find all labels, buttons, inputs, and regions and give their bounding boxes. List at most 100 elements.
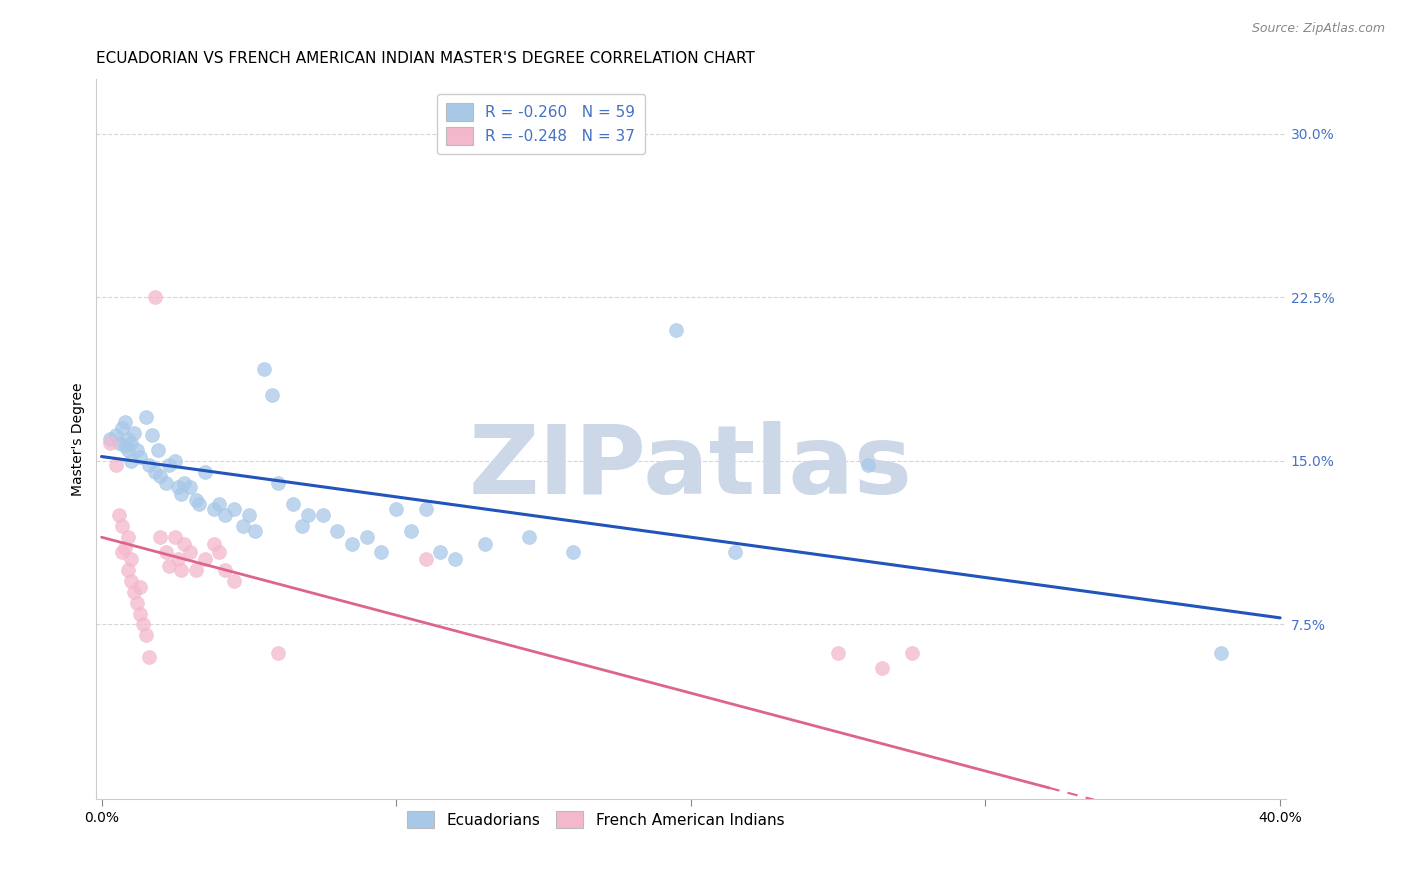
Point: [138, 650, 160, 665]
Point: [415, 501, 437, 516]
Point: [132, 617, 155, 632]
Point: [105, 427, 128, 442]
Point: [399, 524, 422, 538]
Point: [128, 607, 150, 621]
Point: [111, 545, 134, 559]
Point: [157, 558, 180, 573]
Point: [111, 421, 134, 435]
Point: [135, 410, 157, 425]
Point: [114, 415, 136, 429]
Point: [165, 454, 187, 468]
Point: [128, 450, 150, 464]
Point: [901, 646, 924, 660]
Point: [356, 530, 378, 544]
Point: [135, 628, 157, 642]
Point: [243, 524, 266, 538]
Point: [155, 475, 177, 490]
Point: [117, 530, 139, 544]
Point: [170, 486, 193, 500]
Point: [149, 469, 172, 483]
Point: [141, 427, 163, 442]
Text: ECUADORIAN VS FRENCH AMERICAN INDIAN MASTER'S DEGREE CORRELATION CHART: ECUADORIAN VS FRENCH AMERICAN INDIAN MAS…: [96, 51, 755, 66]
Point: [138, 458, 160, 473]
Point: [128, 580, 150, 594]
Point: [149, 530, 172, 544]
Point: [224, 574, 246, 588]
Point: [827, 646, 849, 660]
Point: [281, 498, 304, 512]
Point: [105, 458, 128, 473]
Point: [173, 475, 195, 490]
Point: [108, 508, 131, 523]
Point: [179, 480, 201, 494]
Point: [1211, 646, 1233, 660]
Point: [214, 563, 236, 577]
Point: [167, 552, 190, 566]
Point: [311, 508, 333, 523]
Point: [444, 552, 467, 566]
Point: [117, 442, 139, 457]
Point: [143, 465, 166, 479]
Point: [167, 480, 190, 494]
Point: [120, 574, 142, 588]
Point: [297, 508, 319, 523]
Point: [146, 442, 169, 457]
Point: [114, 541, 136, 555]
Point: [429, 545, 451, 559]
Point: [155, 545, 177, 559]
Point: [114, 439, 136, 453]
Point: [122, 584, 145, 599]
Point: [385, 501, 408, 516]
Point: [143, 290, 166, 304]
Point: [326, 524, 349, 538]
Point: [202, 537, 225, 551]
Point: [108, 436, 131, 450]
Y-axis label: Master's Degree: Master's Degree: [72, 383, 86, 496]
Point: [872, 661, 894, 675]
Point: [179, 545, 201, 559]
Point: [232, 519, 254, 533]
Point: [120, 436, 142, 450]
Point: [120, 454, 142, 468]
Point: [340, 537, 363, 551]
Text: ZIPatlas: ZIPatlas: [470, 421, 912, 515]
Point: [120, 552, 142, 566]
Point: [122, 425, 145, 440]
Point: [267, 475, 290, 490]
Point: [100, 432, 122, 446]
Point: [208, 498, 231, 512]
Point: [252, 362, 274, 376]
Point: [187, 498, 209, 512]
Point: [165, 530, 187, 544]
Point: [202, 501, 225, 516]
Point: [157, 458, 180, 473]
Point: [370, 545, 392, 559]
Point: [238, 508, 260, 523]
Point: [111, 519, 134, 533]
Text: Source: ZipAtlas.com: Source: ZipAtlas.com: [1251, 22, 1385, 36]
Point: [517, 530, 540, 544]
Point: [415, 552, 437, 566]
Point: [184, 493, 207, 508]
Point: [562, 545, 585, 559]
Point: [291, 519, 314, 533]
Point: [267, 646, 290, 660]
Point: [856, 458, 879, 473]
Point: [665, 323, 688, 337]
Point: [474, 537, 496, 551]
Point: [214, 508, 236, 523]
Legend: Ecuadorians, French American Indians: Ecuadorians, French American Indians: [401, 805, 790, 834]
Point: [724, 545, 747, 559]
Point: [224, 501, 246, 516]
Point: [117, 563, 139, 577]
Point: [125, 596, 148, 610]
Point: [262, 388, 284, 402]
Point: [194, 465, 217, 479]
Point: [100, 436, 122, 450]
Point: [125, 442, 148, 457]
Point: [194, 552, 217, 566]
Point: [117, 432, 139, 446]
Point: [184, 563, 207, 577]
Point: [208, 545, 231, 559]
Point: [170, 563, 193, 577]
